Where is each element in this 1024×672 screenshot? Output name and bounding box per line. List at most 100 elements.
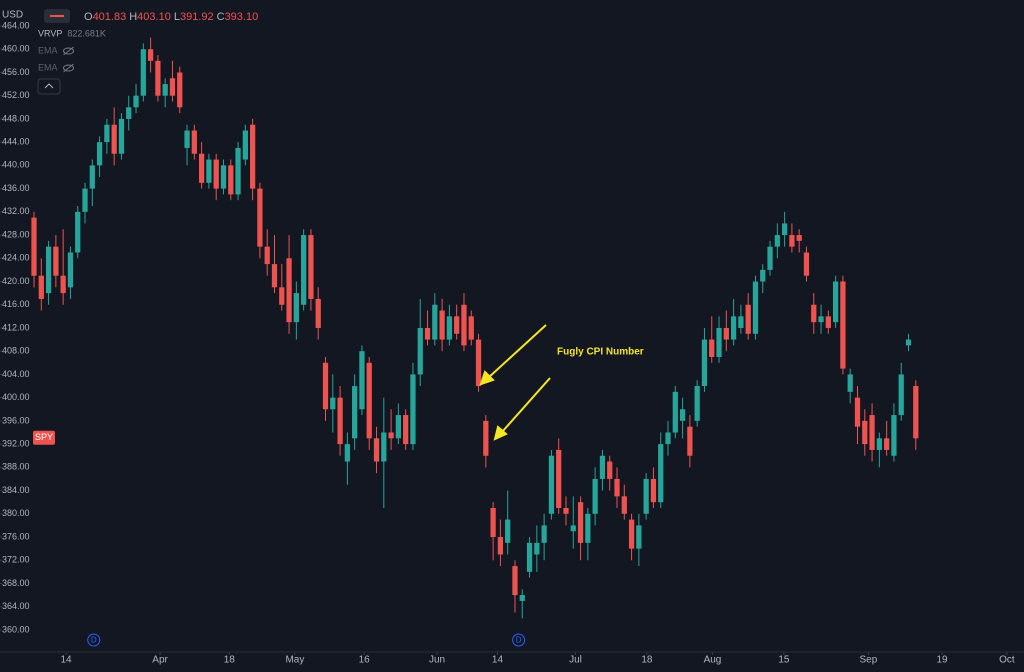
candle-body (541, 525, 547, 543)
x-tick-label: Aug (704, 655, 722, 666)
candle-body (548, 455, 555, 514)
candle-body (403, 415, 409, 445)
candle-body (767, 246, 773, 270)
candle-body (439, 310, 445, 340)
y-tick-label: 372.00 (2, 555, 30, 565)
ohlc-legend: O 401.83 H 403.10 L 391.92 C 393.10 (84, 11, 258, 23)
x-tick-label: 14 (492, 655, 504, 666)
visibility-toggle[interactable] (63, 63, 75, 73)
candle-body (862, 420, 868, 445)
candle-body (716, 327, 722, 358)
y-tick-label: 460.00 (2, 44, 30, 54)
indicator-name: EMA (38, 62, 58, 72)
expand-button[interactable] (37, 78, 61, 95)
candles (31, 37, 919, 619)
candle-body (45, 246, 52, 294)
eye-slash (63, 46, 74, 56)
candle-body (147, 49, 154, 61)
candle-body (534, 542, 540, 555)
candle-body (308, 235, 314, 299)
y-tick-label: 400.00 (2, 392, 30, 402)
x-tick-label: 15 (778, 655, 790, 666)
candle-body (344, 444, 350, 462)
candle-body (869, 415, 875, 450)
candle-body (891, 415, 897, 456)
candle-body (388, 432, 394, 439)
candle-body (884, 438, 890, 450)
candle-body (424, 327, 431, 340)
candle-body (461, 304, 467, 346)
candle-body (665, 432, 671, 445)
candle-body (577, 502, 584, 543)
x-tick-label: Jul (569, 655, 582, 666)
candle-body (694, 386, 700, 421)
candle-body (519, 595, 525, 601)
event-marker-label: D (516, 636, 522, 645)
candle-body (505, 519, 511, 543)
candle-body (789, 235, 795, 247)
candle-body (607, 461, 613, 479)
candle-body (140, 49, 146, 96)
y-tick-label: 456.00 (2, 67, 30, 77)
candle-body (847, 374, 853, 392)
candle-body (468, 316, 474, 340)
y-tick-label: 440.00 (2, 160, 30, 170)
candle-body (228, 165, 234, 195)
candle-body (760, 269, 766, 282)
candle-body (898, 374, 904, 416)
candle-body (177, 72, 183, 108)
candle-body (315, 298, 321, 328)
candle-body (126, 107, 132, 119)
x-tick-label: 19 (936, 655, 948, 666)
candle-body (271, 264, 278, 288)
candle-body (286, 258, 292, 323)
candle-body (366, 362, 372, 439)
candle-body (169, 78, 176, 96)
candle-body (454, 316, 460, 334)
symbol-tag (33, 430, 55, 445)
candle-body (833, 281, 839, 323)
indicators: VRVP 822.681K EMA EMA (38, 28, 106, 73)
y-tick-label: 420.00 (2, 276, 30, 286)
x-tick-label: Sep (860, 655, 878, 666)
candle-body (730, 316, 737, 340)
y-tick-label: 408.00 (2, 346, 30, 356)
candle-body (184, 130, 190, 148)
candle-body (301, 235, 307, 305)
event-marker (87, 633, 101, 647)
currency-label[interactable]: USD (2, 10, 23, 21)
legend-key: O (84, 11, 93, 23)
arrowhead (493, 425, 508, 441)
candle-body (825, 316, 831, 328)
candle-body (410, 374, 416, 445)
y-tick-label: 388.00 (2, 462, 30, 472)
candle-body (60, 275, 66, 294)
candle-body (745, 304, 751, 334)
candle-body (803, 252, 810, 276)
candle-body (628, 519, 635, 549)
event-marker-label: D (91, 636, 97, 645)
candle-body (352, 386, 358, 439)
candle-body (257, 188, 263, 247)
visibility-toggle[interactable] (63, 46, 75, 56)
candle-body (235, 147, 241, 195)
y-tick-label: 396.00 (2, 415, 30, 425)
candle-body (206, 159, 212, 183)
y-tick-label: 404.00 (2, 369, 30, 379)
candle-body (599, 455, 606, 479)
candle-body (818, 316, 824, 323)
candle-body (446, 316, 453, 340)
y-tick-label: 432.00 (2, 206, 30, 216)
candle-body (381, 432, 387, 462)
candle-body (75, 211, 81, 253)
eye-slash (63, 63, 74, 73)
candle-body (373, 438, 380, 462)
arrow (487, 324, 547, 379)
candle-body (53, 246, 59, 276)
candle-body (709, 339, 715, 358)
candle-body (31, 217, 37, 276)
candle-body (359, 351, 365, 410)
candle-body (490, 507, 496, 538)
candle-body (905, 339, 912, 346)
y-tick-label: 444.00 (2, 137, 30, 147)
